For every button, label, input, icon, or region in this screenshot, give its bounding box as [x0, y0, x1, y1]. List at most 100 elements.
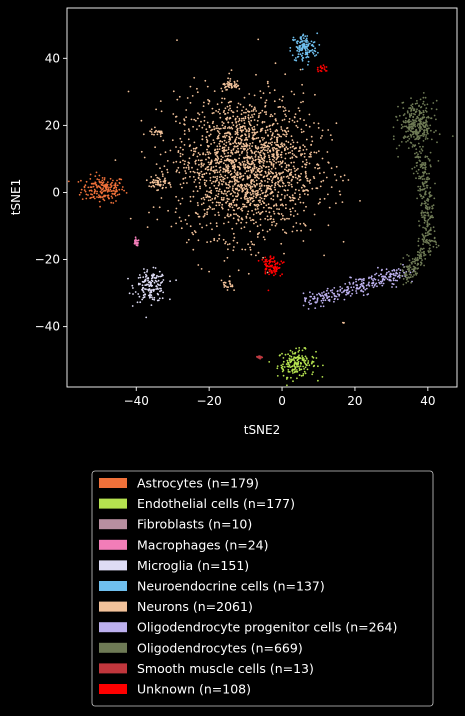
data-point	[114, 159, 117, 162]
data-point	[216, 159, 219, 162]
data-point	[200, 120, 202, 123]
data-point	[287, 130, 290, 133]
data-point	[266, 129, 269, 131]
data-point	[426, 186, 428, 189]
data-point	[223, 197, 225, 199]
x-tick-label: 40	[420, 394, 435, 408]
data-point	[267, 265, 270, 268]
data-point	[215, 204, 218, 207]
data-point	[292, 358, 295, 360]
data-point	[230, 126, 233, 129]
data-point	[215, 190, 218, 192]
data-point	[213, 172, 216, 174]
data-point	[287, 363, 290, 365]
data-point	[316, 32, 319, 35]
data-point	[415, 117, 418, 120]
data-point	[301, 165, 304, 168]
data-point	[194, 211, 197, 214]
data-point	[239, 103, 242, 106]
data-point	[221, 90, 224, 93]
data-point	[159, 153, 162, 156]
data-point	[299, 201, 302, 204]
data-point	[278, 208, 280, 211]
data-point	[217, 211, 220, 214]
data-point	[274, 118, 277, 121]
data-point	[432, 204, 435, 207]
data-point	[225, 144, 227, 147]
data-point	[265, 264, 267, 267]
data-point	[264, 272, 267, 275]
x-axis-ticks: −40 −20 0 20 40	[124, 387, 435, 408]
data-point	[223, 149, 225, 152]
data-point	[383, 278, 386, 281]
data-point	[209, 176, 212, 179]
data-point	[286, 217, 288, 220]
data-point	[301, 68, 304, 71]
data-point	[160, 110, 163, 113]
data-point	[424, 241, 427, 244]
data-point	[238, 154, 241, 156]
data-point	[247, 110, 250, 113]
data-point	[98, 200, 101, 203]
data-point	[292, 352, 294, 355]
data-point	[230, 149, 233, 152]
data-point	[419, 98, 422, 101]
data-point	[223, 222, 225, 225]
data-point	[411, 258, 414, 260]
data-point	[321, 292, 323, 294]
data-point	[361, 280, 363, 282]
data-point	[417, 123, 419, 125]
legend-label: Oligodendrocytes (n=669)	[137, 640, 303, 655]
data-point	[264, 217, 267, 220]
data-point	[414, 138, 416, 141]
data-point	[233, 177, 236, 180]
data-point	[107, 188, 110, 190]
data-point	[370, 275, 373, 278]
data-point	[189, 170, 192, 173]
data-point	[150, 289, 152, 292]
data-point	[101, 177, 104, 179]
data-point	[287, 181, 289, 184]
data-point	[426, 238, 428, 241]
data-point	[252, 110, 255, 112]
data-point	[254, 145, 257, 147]
data-point	[295, 59, 297, 62]
data-point	[381, 278, 384, 280]
data-point	[395, 147, 398, 150]
data-point	[183, 123, 186, 125]
data-point	[153, 133, 155, 136]
data-point	[192, 233, 195, 236]
data-point	[437, 160, 440, 162]
data-point	[416, 172, 419, 175]
data-point	[423, 221, 426, 224]
data-point	[209, 187, 211, 189]
data-point	[213, 125, 215, 128]
data-point	[253, 106, 256, 109]
data-point	[225, 241, 227, 243]
data-point	[287, 170, 289, 173]
data-point	[234, 139, 237, 142]
data-point	[424, 155, 427, 158]
data-point	[282, 110, 285, 112]
data-point	[414, 259, 417, 262]
data-point	[323, 171, 325, 174]
data-point	[159, 284, 162, 287]
data-point	[101, 179, 104, 182]
data-point	[413, 270, 416, 273]
data-point	[313, 177, 316, 180]
data-point	[317, 379, 319, 382]
data-point	[421, 171, 424, 174]
data-point	[304, 224, 306, 226]
data-point	[264, 101, 267, 104]
data-point	[290, 174, 293, 176]
data-point	[269, 128, 272, 131]
data-point	[416, 258, 419, 261]
data-point	[189, 144, 192, 147]
data-point	[302, 292, 305, 295]
data-point	[286, 133, 288, 136]
data-point	[229, 170, 232, 173]
data-point	[261, 258, 264, 261]
data-point	[227, 154, 230, 157]
data-point	[225, 187, 228, 189]
data-point	[150, 277, 153, 280]
